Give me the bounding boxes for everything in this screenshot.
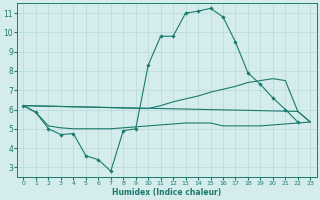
X-axis label: Humidex (Indice chaleur): Humidex (Indice chaleur) — [112, 188, 221, 197]
